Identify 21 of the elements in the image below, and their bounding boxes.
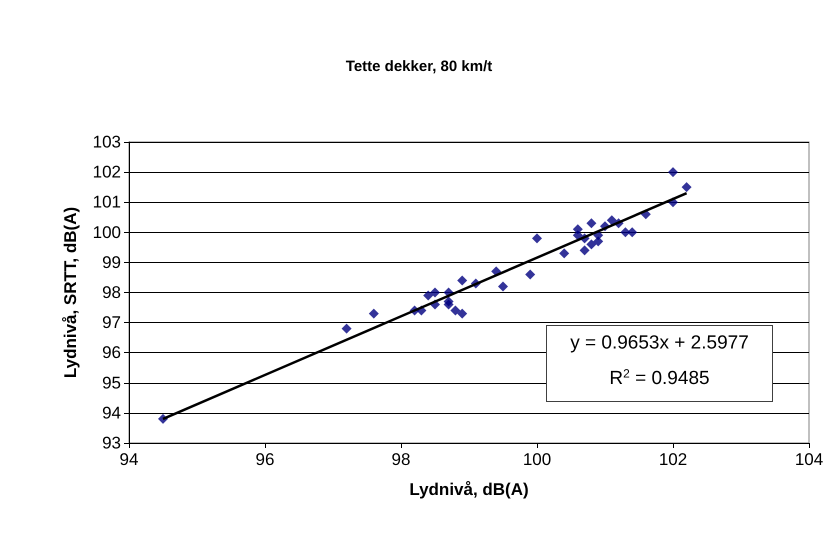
x-tick-label: 96 (256, 450, 274, 469)
y-tick-label: 101 (92, 192, 121, 212)
y-tick-label: 103 (92, 132, 121, 152)
chart-title: Tette dekker, 80 km/t (346, 58, 492, 75)
y-tick-label: 100 (92, 222, 121, 242)
y-tick-label: 94 (102, 403, 121, 422)
y-tick-label: 99 (102, 252, 121, 272)
y-tick-label: 97 (102, 313, 121, 332)
x-tick-label: 102 (658, 450, 688, 469)
x-tick-label: 100 (522, 450, 552, 469)
y-axis-title: Lydnivå, SRTT, dB(A) (61, 206, 80, 378)
y-tick-label: 96 (102, 343, 121, 362)
y-tick-label: 93 (102, 434, 121, 452)
y-tick-label: 95 (102, 373, 121, 392)
x-tick-label: 104 (794, 450, 824, 469)
annotation: y = 0.9653x + 2.5977 (570, 332, 749, 354)
y-tick-label: 98 (102, 283, 121, 302)
y-tick-label: 102 (92, 162, 121, 182)
x-tick-label: 94 (120, 450, 138, 469)
x-tick-label: 98 (392, 450, 410, 469)
x-axis-title: Lydnivå, dB(A) (409, 480, 529, 499)
